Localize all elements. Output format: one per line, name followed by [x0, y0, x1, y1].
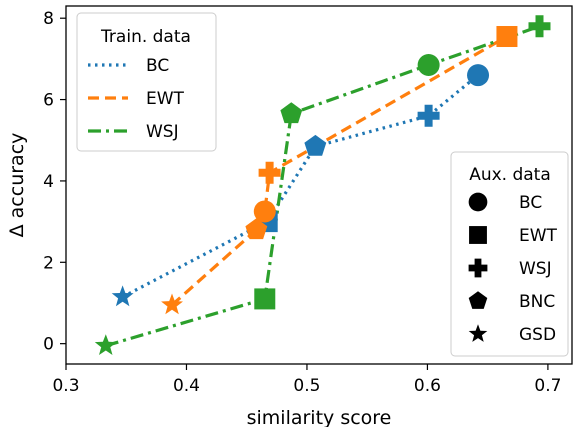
legend-label-wsj: WSJ [146, 122, 179, 142]
legend-label-ewt: EWT [519, 226, 558, 246]
data-point-bc-plus [417, 104, 440, 127]
x-tick-label: 0.6 [414, 376, 441, 396]
y-axis-label: Δ accuracy [6, 133, 28, 238]
legend-aux-data: Aux. data BC EWT WSJ BNC GSD [450, 151, 569, 357]
data-point-ewt-circle [253, 200, 276, 223]
legend-marker-circle [468, 192, 488, 212]
data-point-ewt-square [496, 26, 518, 48]
legend-title: Aux. data [469, 165, 551, 185]
legends: Train. data BC EWT WSJ Aux. data BC EWT WSJ BNC G… [76, 12, 569, 357]
legend-label-bc: BC [146, 56, 169, 76]
data-point-bc-circle [467, 64, 490, 87]
y-tick-label: 4 [43, 172, 54, 192]
data-point-ewt-plus [258, 161, 281, 184]
y-tick-label: 6 [43, 91, 54, 111]
data-point-bc-pentagon [304, 134, 327, 156]
data-point-bc-star [111, 285, 134, 307]
series-line-ewt [170, 35, 508, 307]
data-point-wsj-plus [528, 15, 551, 38]
data-point-wsj-square [254, 288, 276, 310]
data-point-wsj-pentagon [280, 102, 303, 124]
data-point-wsj-circle [417, 53, 440, 76]
legend-title: Train. data [100, 27, 191, 47]
legend-marker-star [468, 324, 488, 342]
legend-label-bnc: BNC [519, 292, 555, 312]
legend-label-wsj: WSJ [519, 259, 552, 279]
legend-train-data: Train. data BC EWT WSJ [76, 12, 217, 152]
data-point-ewt-pentagon [245, 218, 268, 240]
x-tick-label: 0.7 [534, 376, 561, 396]
legend-label-bc: BC [519, 193, 542, 213]
legend-marker-pentagon [468, 291, 488, 309]
legend-box [76, 12, 217, 152]
legend-marker-square [469, 226, 487, 244]
legend-marker-plus [468, 258, 488, 278]
y-tick-label: 8 [43, 9, 54, 29]
x-axis-label: similarity score [247, 407, 392, 427]
x-tick-label: 0.5 [293, 376, 320, 396]
plot-marks [94, 15, 551, 355]
data-point-ewt-star [161, 293, 183, 315]
plot-frame [65, 5, 573, 365]
series-line-wsj [105, 24, 541, 348]
legend-label-gsd: GSD [519, 325, 556, 345]
x-tick-label: 0.4 [173, 376, 200, 396]
y-tick-label: 0 [43, 335, 54, 355]
x-tick-label: 0.3 [52, 376, 79, 396]
legend-label-ewt: EWT [146, 89, 185, 109]
data-point-wsj-star [94, 334, 117, 355]
axis-ticks: 0.3 0.4 0.5 0.6 0.7 0 2 4 6 8 [43, 9, 561, 396]
y-tick-label: 2 [43, 253, 54, 273]
